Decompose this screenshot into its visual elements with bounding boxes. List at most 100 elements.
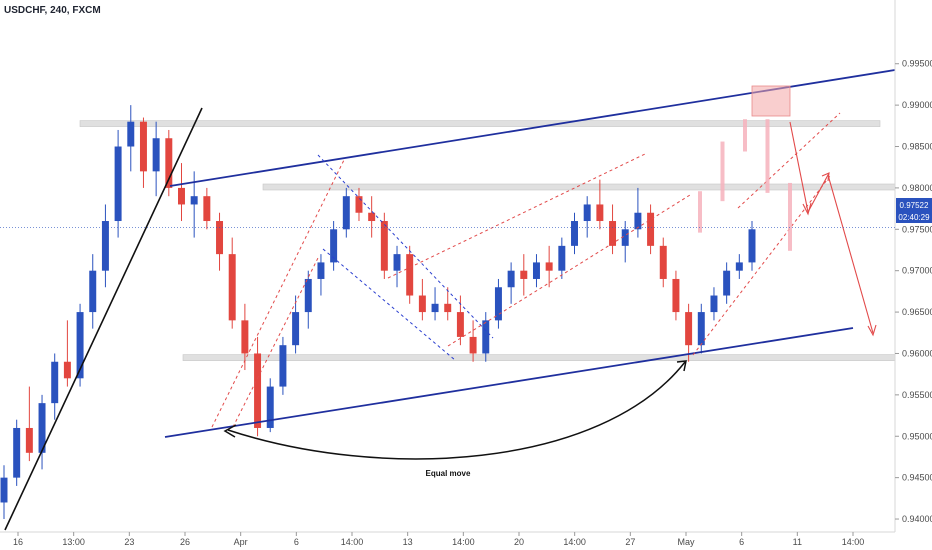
projected-candle: [698, 191, 702, 233]
x-tick-label: 23: [124, 537, 134, 547]
y-tick-label: 0.95000: [902, 431, 932, 441]
candle-body: [165, 138, 173, 188]
candle-body: [139, 121, 147, 172]
candle-body: [76, 312, 84, 379]
projected-candle: [720, 141, 725, 202]
candle-body: [190, 196, 198, 205]
current-price-text: 0.97522: [900, 201, 929, 210]
candle-body: [685, 312, 693, 346]
candle-body: [532, 262, 540, 279]
candle-body: [507, 270, 515, 288]
key-level-zone[interactable]: [262, 183, 896, 191]
x-tick-label: Apr: [234, 537, 248, 547]
candle-body: [494, 287, 502, 321]
x-tick-label: 13: [403, 537, 413, 547]
y-tick-label: 0.98000: [902, 183, 932, 193]
red-channel-upper-3[interactable]: [737, 112, 841, 209]
candle-body: [647, 212, 655, 246]
candle-body: [254, 353, 262, 428]
equal-move-arrowhead-right: [676, 360, 687, 372]
candle-body: [330, 229, 338, 263]
key-level-zone[interactable]: [79, 120, 881, 127]
candle-body: [101, 221, 109, 271]
candle-body: [469, 336, 477, 354]
candle-body: [710, 295, 718, 313]
candle-body: [89, 270, 97, 313]
x-tick-label: 14:00: [563, 537, 586, 547]
equal-move-arrowhead-left: [223, 424, 237, 438]
projection-arrow-path[interactable]: [789, 121, 874, 334]
candle-body: [292, 312, 300, 346]
candle-body: [609, 221, 617, 246]
projected-candle: [765, 119, 770, 193]
candle-body: [216, 221, 224, 255]
candle-body: [697, 312, 705, 346]
candle-body: [304, 278, 312, 313]
countdown-badge: [896, 211, 932, 223]
projected-candle: [743, 119, 747, 152]
x-tick-label: 6: [739, 537, 744, 547]
candle-body: [520, 270, 528, 279]
key-level-zone[interactable]: [182, 354, 896, 361]
red-channel-upper-1[interactable]: [211, 157, 346, 428]
candle-body: [228, 254, 236, 321]
candle-body: [596, 204, 604, 222]
candle-body: [672, 278, 680, 313]
candle-body: [583, 204, 591, 222]
candle-body: [380, 221, 388, 271]
arrowhead-3: [867, 324, 877, 337]
red-channel-lower-1[interactable]: [232, 257, 319, 428]
candle-body: [317, 262, 325, 279]
x-tick-label: 6: [294, 537, 299, 547]
candle-body: [25, 427, 33, 453]
candle-body: [0, 477, 8, 503]
candle-body: [63, 361, 71, 379]
equal-move-curve[interactable]: [227, 361, 686, 460]
candle-body: [279, 345, 287, 387]
y-tick-label: 0.96500: [902, 307, 932, 317]
price-axis[interactable]: 0.99500 0.99000 0.98500 0.98000 0.97500 0.970…: [895, 59, 932, 524]
candle-body: [114, 146, 122, 222]
candle-body: [558, 245, 566, 271]
candle-body: [571, 221, 578, 246]
x-tick-label: 14:00: [341, 537, 364, 547]
candle-body: [482, 320, 490, 354]
y-tick-label: 0.99000: [902, 100, 932, 110]
x-tick-label: 14:00: [842, 537, 865, 547]
lower-wedge-line[interactable]: [164, 327, 854, 438]
candle-body: [621, 229, 629, 246]
x-tick-label: 27: [625, 537, 635, 547]
equal-move-label: Equal move: [426, 469, 471, 478]
x-tick-label: 11: [793, 537, 802, 547]
black-trendline[interactable]: [4, 107, 203, 531]
y-tick-label: 0.97000: [902, 266, 932, 276]
y-tick-label: 0.94000: [902, 514, 932, 524]
candle-body: [127, 121, 135, 147]
candle-body: [418, 295, 426, 313]
candle-body: [368, 212, 376, 222]
candle-body: [13, 427, 21, 478]
candle-body: [393, 254, 401, 271]
chart-title: USDCHF, 240, FXCM: [4, 5, 101, 16]
candle-body: [203, 196, 211, 222]
target-zone-box[interactable]: [751, 85, 791, 117]
countdown-text: 02:40:29: [898, 213, 930, 222]
candle-body: [51, 361, 59, 404]
y-tick-label: 0.97500: [902, 224, 932, 234]
candle-body: [178, 187, 185, 205]
blue-channel-upper[interactable]: [317, 154, 494, 339]
candle-body: [431, 303, 439, 313]
y-tick-label: 0.98500: [902, 142, 932, 152]
candle-body: [406, 254, 414, 296]
arrowhead-2: [821, 172, 830, 182]
blue-channel-lower[interactable]: [322, 248, 456, 361]
current-price-badge: [896, 198, 932, 211]
x-tick-label: 16: [13, 537, 23, 547]
x-tick-label: 14:00: [452, 537, 475, 547]
candle-body: [152, 138, 160, 172]
candle-body: [545, 262, 553, 271]
candle-body: [723, 270, 731, 296]
time-axis[interactable]: 16 13:00 23 26 Apr 6 14:00 13 14:00 20 14:00 27 May 6…: [13, 532, 864, 547]
